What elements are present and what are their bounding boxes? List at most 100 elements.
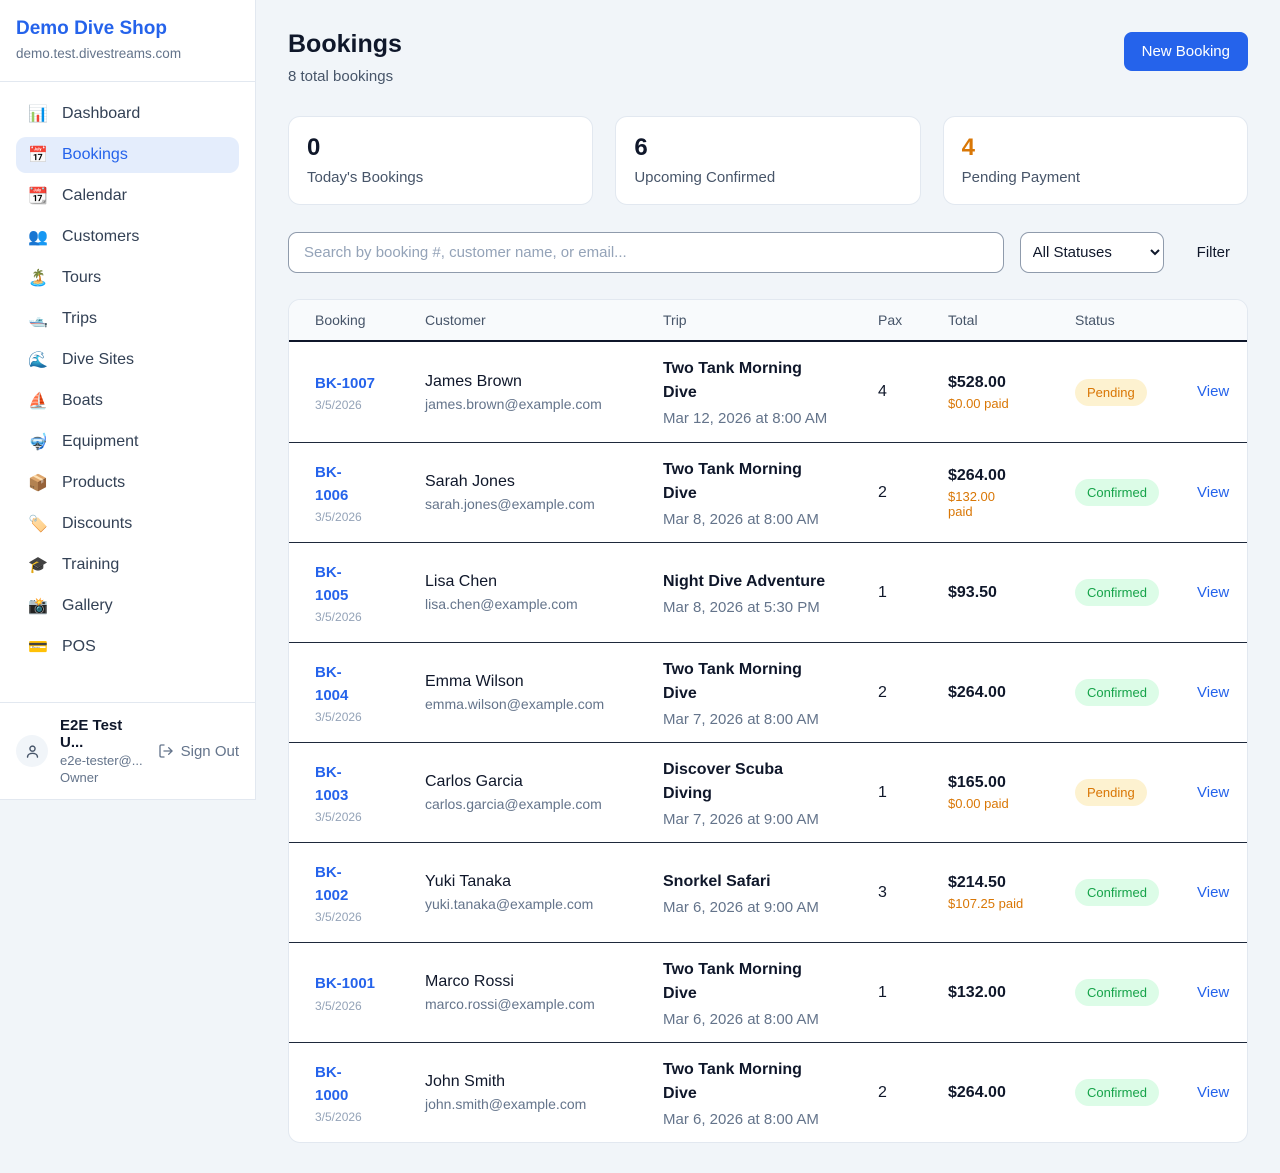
booking-number-link[interactable]: BK- 1000 <box>315 1063 349 1104</box>
shop-domain: demo.test.divestreams.com <box>16 46 182 61</box>
booking-cell: BK-1007 3/5/2026 <box>315 372 425 412</box>
sidebar-item-gallery[interactable]: 📸 Gallery <box>16 588 239 624</box>
booking-cell: BK- 1002 3/5/2026 <box>315 861 425 925</box>
wave-icon: 🌊 <box>28 352 48 369</box>
sidebar-item-tours[interactable]: 🏝️ Tours <box>16 260 239 296</box>
booking-cell: BK- 1005 3/5/2026 <box>315 561 425 625</box>
status-cell: Confirmed <box>1075 579 1187 606</box>
stat-value: 6 <box>634 134 648 161</box>
page-header-text: Bookings 8 total bookings <box>288 30 402 85</box>
new-booking-button[interactable]: New Booking <box>1123 32 1248 71</box>
view-link[interactable]: View <box>1197 583 1230 601</box>
sidebar-nav: 📊 Dashboard 📅 Bookings 📆 Calendar 👥 Cust… <box>0 82 255 702</box>
booking-cell: BK- 1004 3/5/2026 <box>315 661 425 725</box>
customer-email: yuki.tanaka@example.com <box>425 896 594 912</box>
booking-date: 3/5/2026 <box>315 910 362 925</box>
customer-cell: Lisa Chen lisa.chen@example.com <box>425 573 663 612</box>
sidebar-item-training[interactable]: 🎓 Training <box>16 547 239 583</box>
trip-name: Night Dive Adventure <box>663 572 826 590</box>
table-header-row: Booking Customer Trip Pax Total Status <box>289 300 1247 342</box>
search-input[interactable] <box>288 232 1004 273</box>
filter-button[interactable]: Filter <box>1196 244 1230 261</box>
booking-number-link[interactable]: BK-1001 <box>315 975 376 993</box>
view-link[interactable]: View <box>1197 1083 1230 1101</box>
col-status: Status <box>1075 312 1115 328</box>
shop-name: Demo Dive Shop <box>16 18 167 39</box>
sailboat-icon: ⛵ <box>28 393 48 410</box>
booking-number-link[interactable]: BK- 1006 <box>315 463 349 504</box>
customer-name: Carlos Garcia <box>425 773 523 790</box>
sidebar-item-pos[interactable]: 💳 POS <box>16 629 239 665</box>
trip-name: Two Tank Morning Dive <box>663 360 802 401</box>
col-total: Total <box>948 312 978 328</box>
island-icon: 🏝️ <box>28 270 48 287</box>
sidebar-item-boats[interactable]: ⛵ Boats <box>16 383 239 419</box>
table-row: BK- 1005 3/5/2026 Lisa Chen lisa.chen@exa… <box>289 542 1247 642</box>
sidebar-item-label: Dive Sites <box>62 351 135 368</box>
page-header: Bookings 8 total bookings New Booking <box>288 30 1248 85</box>
table-row: BK- 1004 3/5/2026 Emma Wilson emma.wilson… <box>289 642 1247 742</box>
customer-cell: Carlos Garcia carlos.garcia@example.com <box>425 773 663 812</box>
view-link[interactable]: View <box>1197 983 1230 1001</box>
booking-number-link[interactable]: BK-1007 <box>315 374 376 392</box>
view-link[interactable]: View <box>1197 683 1230 701</box>
pax-cell: 3 <box>878 883 887 901</box>
sidebar-item-bookings[interactable]: 📅 Bookings <box>16 137 239 173</box>
sidebar-item-equipment[interactable]: 🤿 Equipment <box>16 424 239 460</box>
view-link[interactable]: View <box>1197 883 1230 901</box>
booking-number-link[interactable]: BK- 1005 <box>315 563 349 604</box>
trip-datetime: Mar 8, 2026 at 5:30 PM <box>663 598 820 616</box>
customer-name: John Smith <box>425 1073 506 1090</box>
actions-cell: View <box>1187 1084 1229 1102</box>
sign-out-button[interactable]: Sign Out <box>158 743 239 760</box>
user-email: e2e-tester@... <box>60 753 143 768</box>
status-select[interactable]: All Statuses <box>1019 232 1164 273</box>
customer-email: james.brown@example.com <box>425 395 602 412</box>
trip-datetime: Mar 6, 2026 at 8:00 AM <box>663 1010 819 1028</box>
table-row: BK- 1006 3/5/2026 Sarah Jones sarah.jones… <box>289 442 1247 542</box>
camera-icon: 📸 <box>28 598 48 615</box>
status-badge: Confirmed <box>1075 1079 1159 1106</box>
sidebar-item-label: Bookings <box>62 146 128 163</box>
sidebar-item-label: Products <box>62 474 126 491</box>
sidebar-item-products[interactable]: 📦 Products <box>16 465 239 501</box>
paid-amount: $107.25 paid <box>948 896 1024 911</box>
stat-value: 4 <box>961 134 976 161</box>
sidebar-item-label: POS <box>62 638 96 655</box>
view-link[interactable]: View <box>1197 483 1230 501</box>
sidebar-item-dive-sites[interactable]: 🌊 Dive Sites <box>16 342 239 378</box>
sidebar-item-label: Training <box>62 556 120 573</box>
total-cell: $165.00 $0.00 paid <box>948 774 1075 811</box>
col-pax: Pax <box>878 312 903 328</box>
customer-cell: James Brown james.brown@example.com <box>425 373 663 412</box>
page-subtitle: 8 total bookings <box>288 68 394 85</box>
actions-cell: View <box>1187 584 1229 602</box>
trip-name: Discover Scuba Diving <box>663 760 784 802</box>
table-row: BK- 1000 3/5/2026 John Smith john.smith@e… <box>289 1042 1247 1142</box>
trip-name: Two Tank Morning Dive <box>663 960 802 1002</box>
customer-name: James Brown <box>425 372 522 390</box>
package-icon: 📦 <box>28 475 48 492</box>
booking-number-link[interactable]: BK- 1002 <box>315 863 349 904</box>
total-cell: $214.50 $107.25 paid <box>948 874 1075 911</box>
booking-number-link[interactable]: BK- 1003 <box>315 763 349 804</box>
sidebar-item-dashboard[interactable]: 📊 Dashboard <box>16 96 239 132</box>
trip-cell: Two Tank Morning Dive Mar 8, 2026 at 8:0… <box>663 458 878 528</box>
sidebar-item-trips[interactable]: 🛥️ Trips <box>16 301 239 337</box>
sidebar-item-customers[interactable]: 👥 Customers <box>16 219 239 255</box>
view-link[interactable]: View <box>1197 783 1230 801</box>
booking-date: 3/5/2026 <box>315 1110 362 1125</box>
sidebar-item-calendar[interactable]: 📆 Calendar <box>16 178 239 214</box>
view-link[interactable]: View <box>1197 383 1230 400</box>
booking-cell: BK- 1003 3/5/2026 <box>315 761 425 825</box>
paid-amount: $0.00 paid <box>948 796 1009 811</box>
bookings-table: Booking Customer Trip Pax Total Status B… <box>288 299 1248 1143</box>
trip-name: Snorkel Safari <box>663 872 771 890</box>
customer-name: Yuki Tanaka <box>425 873 511 890</box>
total-amount: $214.50 <box>948 874 1006 891</box>
booking-date: 3/5/2026 <box>315 610 362 625</box>
col-customer: Customer <box>425 312 486 328</box>
sidebar-item-discounts[interactable]: 🏷️ Discounts <box>16 506 239 542</box>
trip-datetime: Mar 7, 2026 at 9:00 AM <box>663 810 819 828</box>
booking-number-link[interactable]: BK- 1004 <box>315 663 349 704</box>
